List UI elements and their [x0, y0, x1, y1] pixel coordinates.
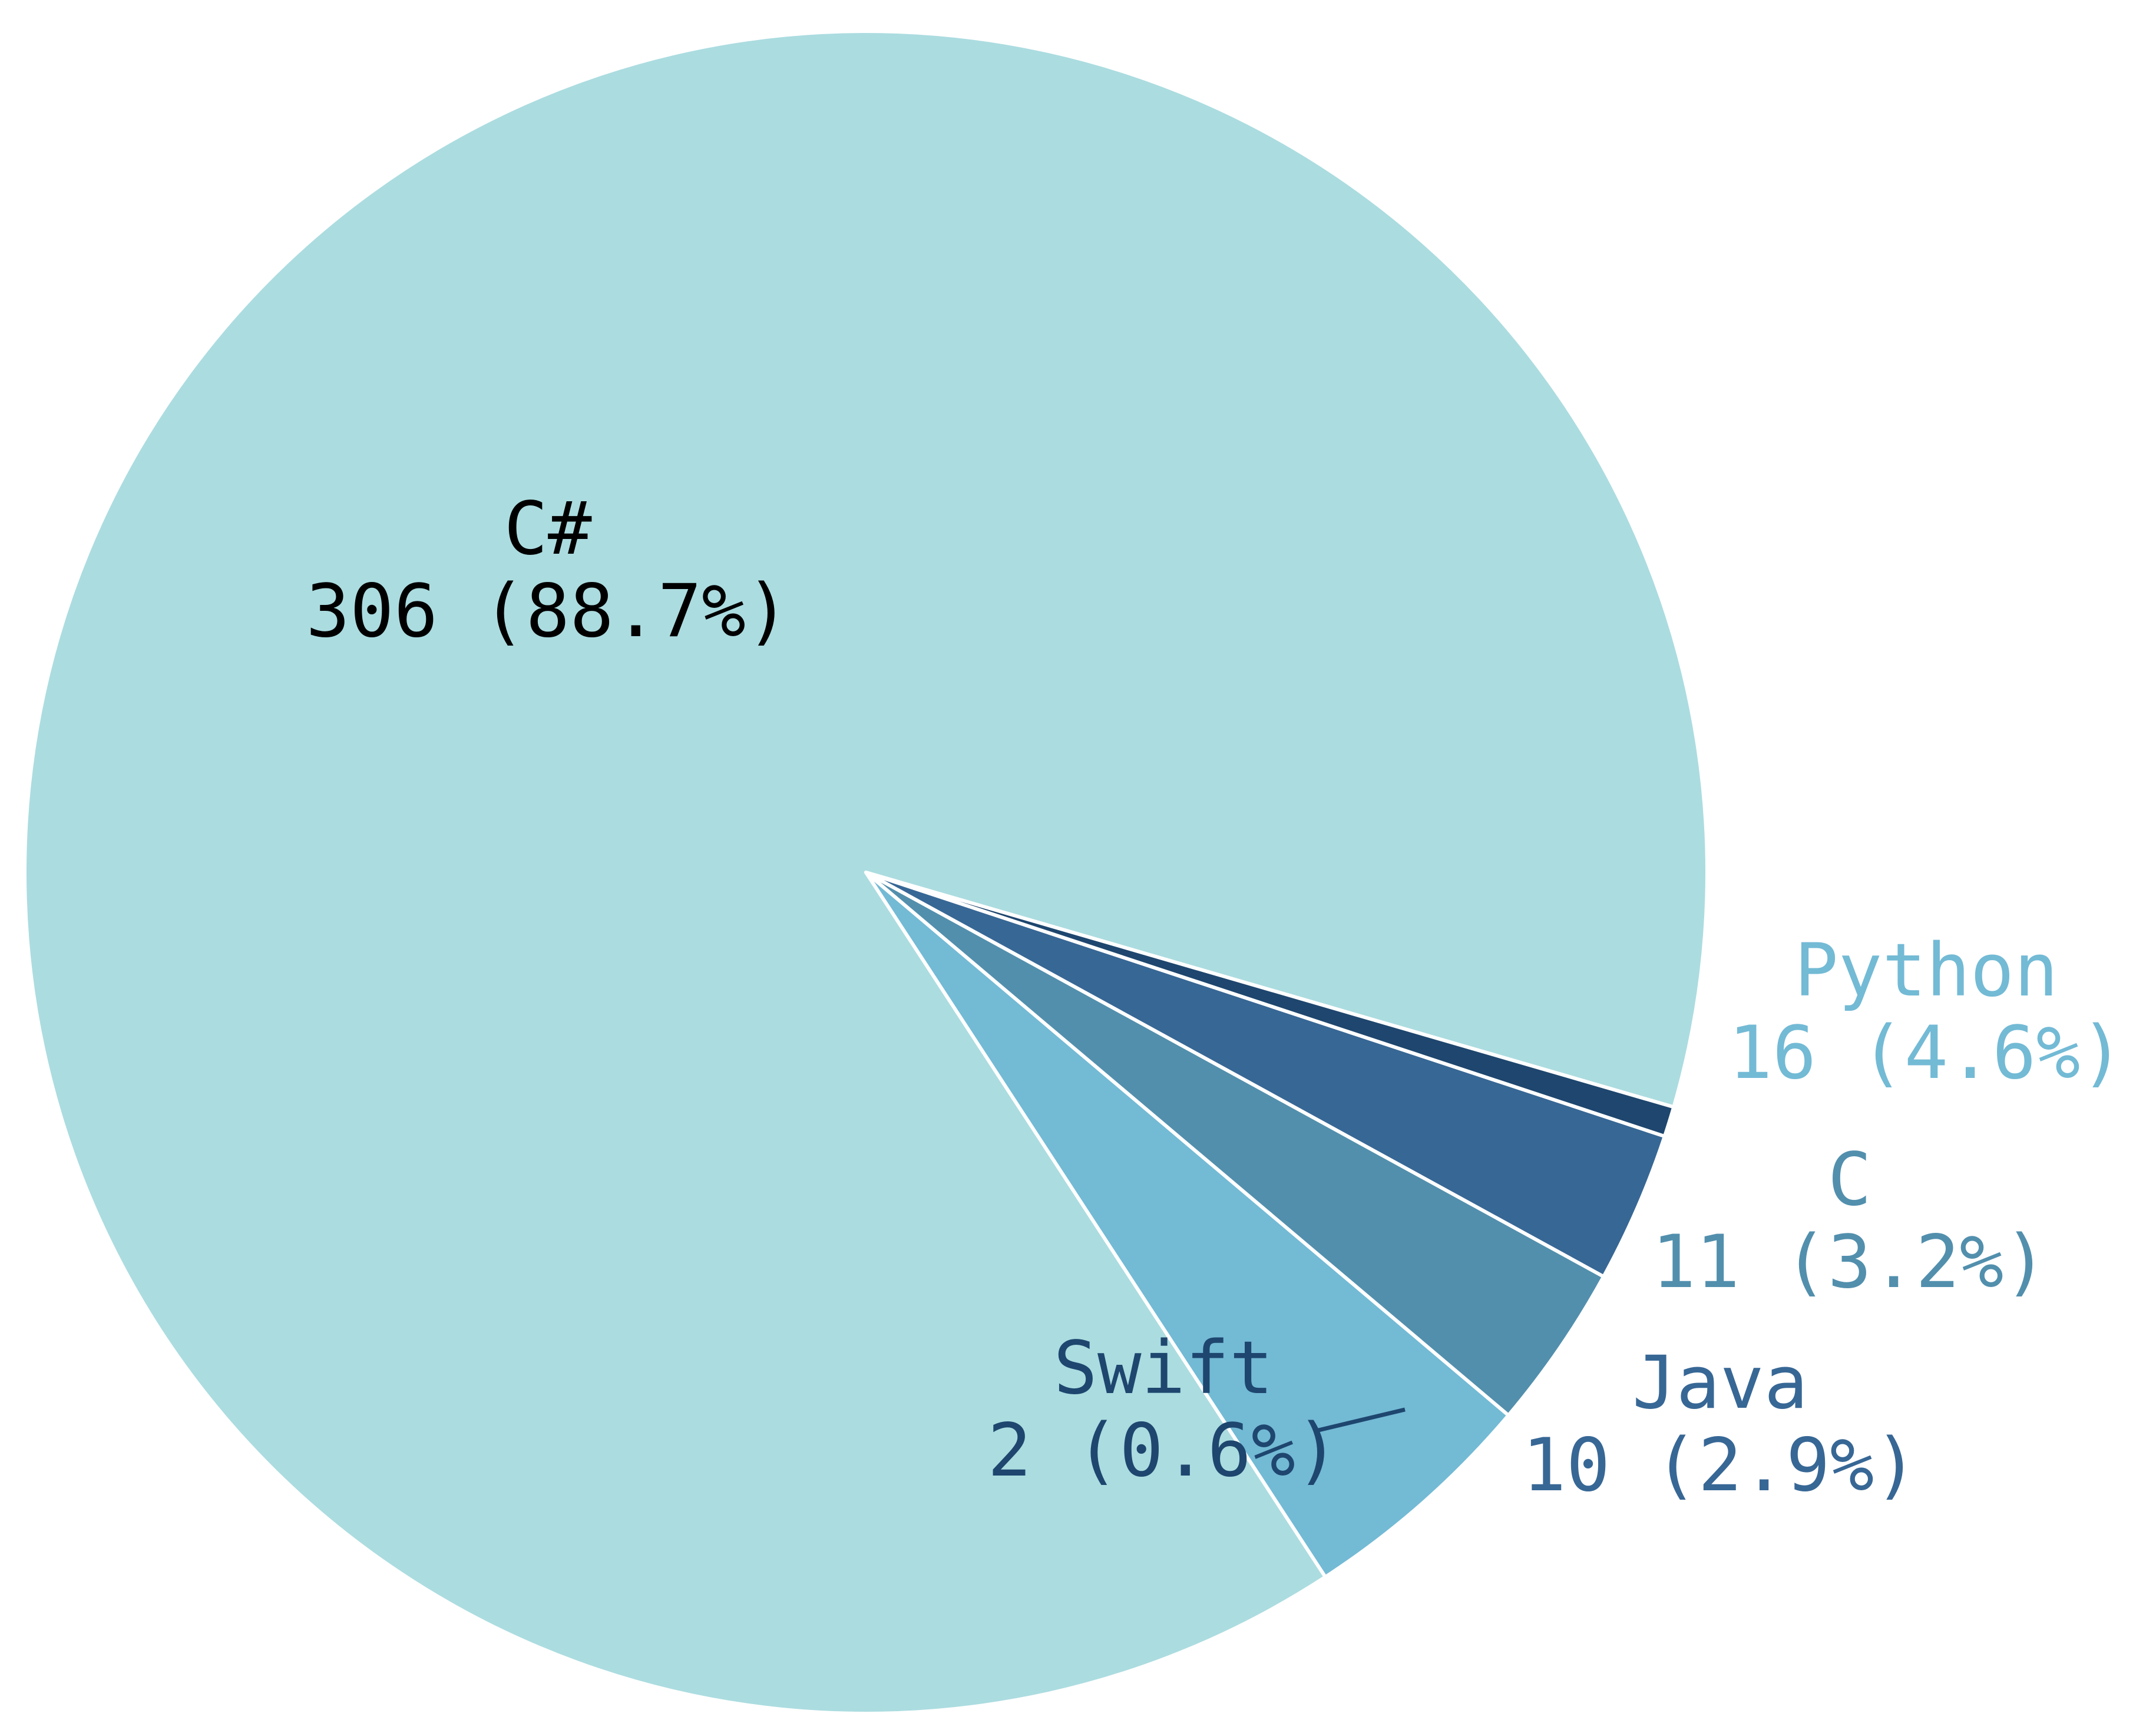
slice-label-swift: Swift	[1053, 1326, 1273, 1411]
slice-value-csharp: 306 (88.7%)	[306, 569, 789, 654]
pie-slice-python	[864, 871, 1510, 1579]
slice-label-java: Java	[1632, 1341, 1808, 1425]
slice-label-python: Python	[1794, 928, 2058, 1013]
slice-value-swift: 2 (0.6%)	[987, 1408, 1339, 1493]
pie-slices	[23, 29, 1709, 1715]
slice-value-c: 11 (3.2%)	[1652, 1220, 2048, 1305]
slice-label-c: C	[1828, 1137, 1872, 1222]
pie-slice-swift	[864, 871, 1676, 1139]
pie-slice-java	[864, 871, 1666, 1279]
leader-line-swift	[1313, 1407, 1406, 1434]
slice-value-python: 16 (4.6%)	[1728, 1011, 2124, 1096]
slice-label-csharp: C#	[504, 487, 592, 571]
pie-slice-c	[864, 871, 1606, 1417]
slice-value-java: 10 (2.9%)	[1522, 1423, 1918, 1508]
leader-lines	[1313, 1407, 1406, 1434]
